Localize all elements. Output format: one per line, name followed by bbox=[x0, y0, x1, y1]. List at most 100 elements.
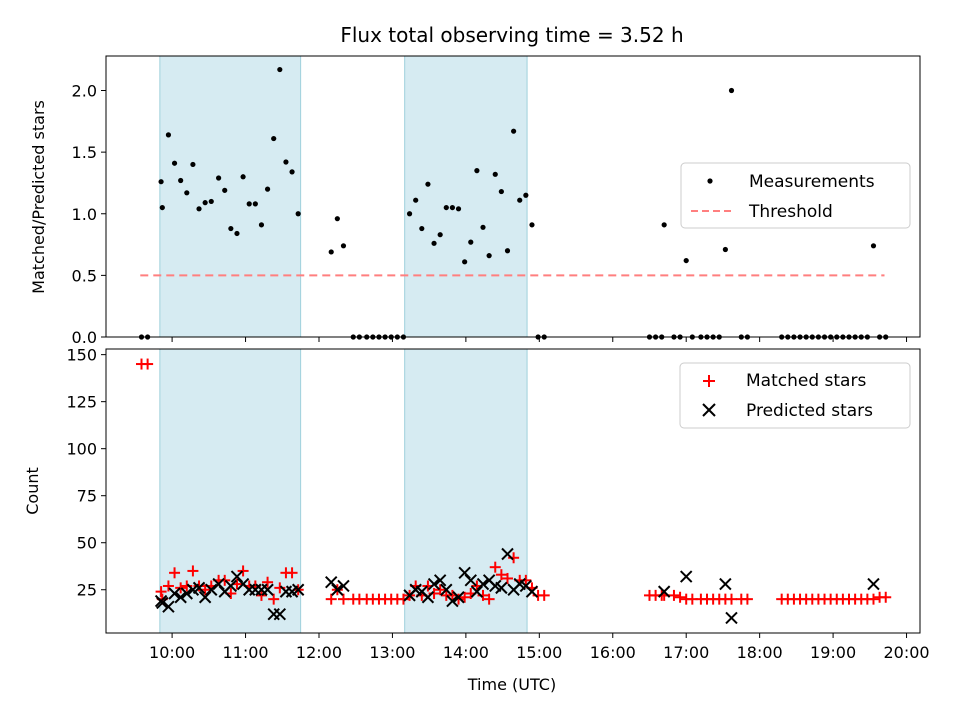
matched-star-point bbox=[668, 589, 680, 601]
measurement-point bbox=[492, 171, 498, 177]
measurement-point bbox=[184, 190, 190, 196]
y-tick-label: 0.0 bbox=[72, 328, 97, 347]
measurement-point bbox=[289, 169, 295, 175]
predicted-star-point bbox=[867, 577, 880, 591]
predicted-star-point bbox=[273, 607, 287, 621]
matched-star-point bbox=[175, 582, 187, 594]
x-tick-label: 10:00 bbox=[149, 643, 195, 662]
observing-window-2 bbox=[404, 55, 528, 338]
measurement-point bbox=[258, 222, 265, 228]
y-tick-label: 125 bbox=[66, 393, 97, 412]
top-observing-windows bbox=[159, 55, 528, 338]
predicted-star-point bbox=[205, 583, 218, 596]
predicted-star-point bbox=[525, 585, 539, 598]
measurement-point bbox=[474, 168, 480, 174]
y-tick-label: 75 bbox=[77, 487, 97, 506]
matched-star-point bbox=[434, 584, 446, 596]
y-tick-label: 25 bbox=[77, 581, 97, 600]
matched-star-point bbox=[538, 589, 550, 601]
measurement-point bbox=[443, 204, 449, 211]
measurement-point bbox=[431, 240, 437, 246]
matched-star-point bbox=[255, 589, 267, 601]
measurement-point bbox=[449, 204, 456, 211]
predicted-star-point bbox=[427, 577, 441, 591]
predicted-star-point bbox=[192, 581, 206, 595]
bottom-legend: Matched stars Predicted stars bbox=[679, 362, 911, 429]
measurement-point bbox=[419, 225, 425, 232]
measurement-point bbox=[158, 179, 164, 185]
top-y-ticks: 0.0 0.5 1.0 1.5 2.0 bbox=[72, 82, 106, 347]
legend-predicted-marker bbox=[702, 403, 716, 417]
legend-threshold-label: Threshold bbox=[748, 202, 833, 222]
measurement-point bbox=[498, 188, 504, 195]
x-tick-label: 13:00 bbox=[369, 643, 415, 662]
x-tick-label: 20:00 bbox=[883, 643, 929, 662]
matched-star-point bbox=[262, 576, 274, 588]
matched-star-point bbox=[286, 567, 298, 579]
x-tick-label: 17:00 bbox=[663, 643, 709, 662]
measurement-point bbox=[216, 175, 222, 181]
predicted-star-point bbox=[337, 579, 350, 593]
matched-star-point bbox=[325, 593, 337, 605]
predicted-star-point bbox=[446, 594, 459, 608]
matched-star-point bbox=[187, 565, 199, 577]
bottom-legend-frame bbox=[679, 362, 911, 429]
x-tick-label: 19:00 bbox=[810, 643, 856, 662]
y-tick-label: 1.0 bbox=[72, 205, 97, 224]
predicted-star-point bbox=[331, 583, 344, 596]
measurement-point bbox=[455, 206, 462, 212]
measurement-point bbox=[178, 177, 184, 184]
x-axis-label: Time (UTC) bbox=[467, 675, 556, 694]
measurement-point bbox=[240, 174, 246, 180]
x-tick-label: 12:00 bbox=[296, 643, 342, 662]
measurement-point bbox=[277, 66, 283, 73]
measurement-point bbox=[529, 222, 535, 228]
count-panel: 25 50 75 100 125 150 10:00 11:00 12:00 13:00 14:0… bbox=[23, 346, 930, 694]
chart-title: Flux total observing time = 3.52 h bbox=[340, 23, 683, 47]
legend-matched-label: Matched stars bbox=[746, 371, 866, 391]
y-tick-label: 100 bbox=[66, 440, 97, 459]
measurement-point bbox=[486, 253, 492, 259]
matched-star-point bbox=[459, 591, 471, 603]
top-y-axis-label: Matched/Predicted stars bbox=[29, 100, 48, 294]
bottom-y-axis-label: Count bbox=[23, 467, 42, 515]
predicted-star-point bbox=[156, 596, 169, 610]
matched-star-point bbox=[237, 565, 249, 577]
measurement-point bbox=[437, 232, 443, 238]
measurement-point bbox=[722, 246, 728, 253]
measurement-point bbox=[165, 132, 172, 138]
top-legend: Measurements Threshold bbox=[680, 162, 911, 229]
top-axes-frame bbox=[105, 55, 921, 338]
predicted-star-point bbox=[495, 581, 508, 595]
measurement-point bbox=[202, 200, 208, 206]
legend-matched-marker bbox=[703, 375, 715, 387]
matched-star-point bbox=[162, 580, 174, 592]
predicted-star-point bbox=[657, 585, 671, 598]
top-legend-frame bbox=[680, 162, 911, 229]
top-x-ticks bbox=[171, 337, 908, 342]
matched-star-point bbox=[337, 593, 349, 605]
measurement-point bbox=[406, 211, 413, 217]
measurement-point bbox=[511, 128, 517, 134]
predicted-star-point bbox=[421, 591, 435, 604]
measurement-point bbox=[480, 224, 486, 230]
measurement-point bbox=[523, 192, 529, 198]
x-tick-label: 14:00 bbox=[443, 643, 489, 662]
matched-star-point bbox=[169, 567, 181, 579]
measurement-point bbox=[271, 135, 277, 142]
matched-star-point bbox=[867, 593, 879, 605]
measurement-point bbox=[264, 186, 271, 192]
y-tick-label: 2.0 bbox=[72, 82, 97, 101]
measurement-point bbox=[196, 206, 202, 212]
measurement-point bbox=[222, 187, 228, 193]
matched-star-point bbox=[268, 593, 280, 605]
predicted-star-point bbox=[168, 587, 181, 600]
bottom-axes-frame bbox=[105, 348, 921, 634]
predicted-star-point bbox=[224, 579, 238, 593]
y-tick-label: 150 bbox=[66, 346, 97, 365]
measurement-point bbox=[208, 198, 214, 205]
x-tick-label: 15:00 bbox=[516, 643, 562, 662]
measurement-point bbox=[517, 197, 523, 203]
measurement-point bbox=[413, 197, 419, 203]
measurement-point bbox=[228, 225, 234, 232]
